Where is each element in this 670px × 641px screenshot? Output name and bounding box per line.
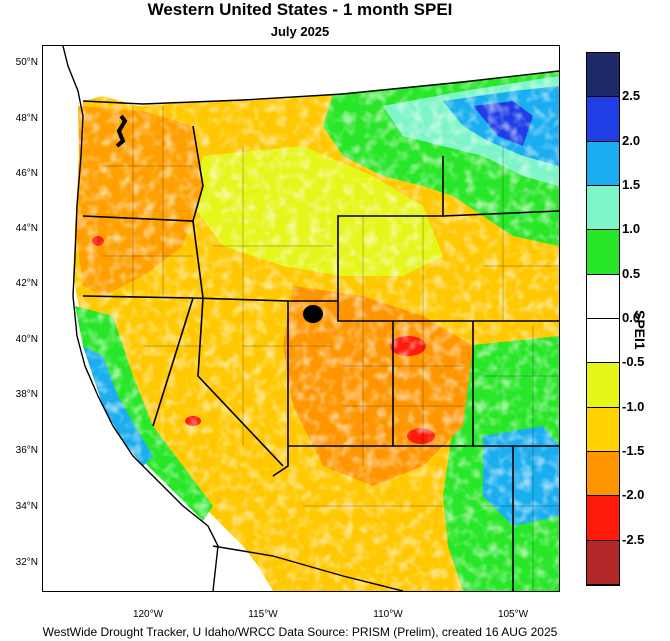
colorbar-tick-label: -1.5 bbox=[622, 443, 645, 458]
colorbar-segment bbox=[587, 496, 619, 541]
colorbar-segment bbox=[587, 97, 619, 142]
lat-label-42: 42°N bbox=[15, 278, 38, 289]
map-title: Western United States - 1 month SPEI bbox=[147, 0, 453, 19]
colorbar-segment bbox=[587, 540, 619, 585]
colorbar-tick-label: 1.0 bbox=[622, 221, 641, 237]
colorbar-tick-label: 2.0 bbox=[622, 132, 641, 148]
canada-border bbox=[82, 70, 559, 105]
lon-label-105: 105°W bbox=[497, 609, 529, 620]
spei-map-svg bbox=[43, 46, 559, 591]
colorbar-tick-label: -2.0 bbox=[622, 487, 645, 503]
speckle-overlay bbox=[43, 46, 559, 591]
colorbar-segment bbox=[587, 230, 619, 275]
colorbar-segment bbox=[587, 274, 619, 319]
lat-label-36: 36°N bbox=[15, 445, 38, 456]
colorbar-tick-label: 0.0 bbox=[622, 310, 641, 325]
colorbar-tick-label: 0.5 bbox=[622, 265, 641, 281]
colorbar-segment bbox=[587, 141, 619, 186]
lat-label-46: 46°N bbox=[15, 168, 38, 179]
colorbar-segment bbox=[587, 53, 619, 98]
colorbar-tick-label: -2.5 bbox=[622, 531, 645, 547]
lat-label-44: 44°N bbox=[15, 223, 38, 234]
lon-label-120: 120°W bbox=[132, 609, 164, 620]
spei-map bbox=[42, 45, 560, 592]
map-subtitle: July 2025 bbox=[270, 24, 330, 39]
lat-label-50: 50°N bbox=[15, 57, 38, 68]
county-lines bbox=[103, 106, 559, 591]
colorbar-segment bbox=[587, 451, 619, 497]
colorbar-tick-label: -0.5 bbox=[622, 354, 645, 370]
lon-label-115: 115°W bbox=[248, 609, 278, 620]
great-salt-lake bbox=[303, 305, 323, 323]
colorbar-title: SPEI1 bbox=[632, 310, 648, 350]
lon-label-110: 110°W bbox=[373, 609, 403, 620]
state-boundaries bbox=[82, 125, 559, 591]
colorbar-tick-label: 2.5 bbox=[622, 88, 641, 104]
colorbar-tick-label: 1.5 bbox=[622, 177, 641, 192]
colorbar-segment bbox=[587, 185, 619, 231]
lat-label-48: 48°N bbox=[15, 113, 38, 124]
colorbar-segment bbox=[587, 318, 619, 364]
colorbar-segment bbox=[587, 363, 619, 408]
lat-label-34: 34°N bbox=[15, 501, 38, 512]
colorbar bbox=[586, 52, 620, 586]
puget-sound bbox=[115, 114, 128, 148]
colorbar-segment bbox=[587, 407, 619, 452]
credit-line: WestWide Drought Tracker, U Idaho/WRCC D… bbox=[42, 625, 558, 639]
colorbar-tick-label: -1.0 bbox=[622, 398, 645, 414]
lat-label-32: 32°N bbox=[15, 557, 38, 568]
coastline bbox=[62, 46, 219, 591]
lat-label-40: 40°N bbox=[15, 334, 38, 345]
mexico-border bbox=[212, 545, 404, 591]
lat-label-38: 38°N bbox=[15, 389, 38, 400]
